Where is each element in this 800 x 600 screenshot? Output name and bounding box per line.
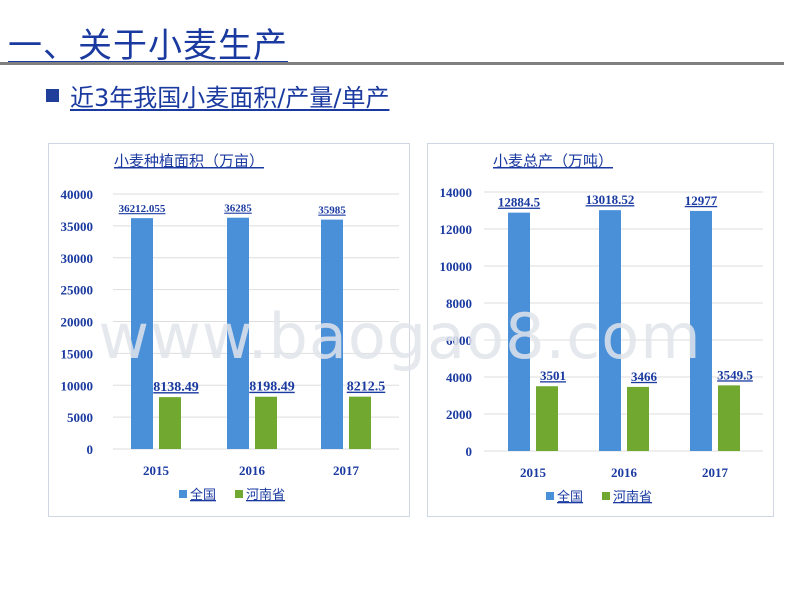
x-tick-label: 2017 [702,465,729,480]
y-tick-label: 8000 [446,296,472,311]
data-label: 3501 [540,368,566,383]
data-label: 36285 [224,203,252,215]
y-tick-label: 4000 [446,370,472,385]
x-tick-label: 2017 [333,463,360,478]
bar-henan [349,396,371,449]
bar-henan [255,396,277,449]
y-tick-label: 0 [466,444,473,459]
chart-title: 小麦总产（万吨） [493,152,613,170]
legend-swatch-national [179,490,187,498]
data-label: 35985 [318,205,346,217]
bar-national [690,210,712,451]
x-tick-label: 2016 [611,465,638,480]
area-chart-panel: 小麦种植面积（万亩） 0 5000 10000 15000 20000 25000 30000… [48,143,410,517]
bar-national [321,219,343,449]
bar-national [227,217,249,449]
bar-henan [159,397,181,449]
legend-label: 全国 [557,489,583,505]
y-tick-label: 14000 [440,185,473,200]
title-divider [0,62,784,65]
legend-swatch-henan [602,492,610,500]
y-tick-label: 10000 [440,259,473,274]
bar-henan [627,386,649,451]
bar-henan [536,386,558,451]
y-tick-label: 6000 [446,333,472,348]
data-label: 36212.055 [119,203,166,215]
slide-subtitle: 近3年我国小麦面积/产量/单产 [70,84,390,112]
bar-henan [718,385,740,451]
bar-national [508,212,530,451]
production-bar-chart: 小麦总产（万吨） 0 2000 4000 6000 8000 10000 12000 14000… [440,152,763,505]
production-chart-panel: 小麦总产（万吨） 0 2000 4000 6000 8000 10000 12000 14000… [427,143,774,517]
data-label: 13018.52 [586,192,635,207]
y-tick-label: 35000 [61,219,94,234]
data-label: 12884.5 [498,195,541,210]
y-tick-label: 20000 [61,315,94,330]
y-tick-label: 15000 [61,346,94,361]
y-tick-label: 30000 [61,251,94,266]
data-label: 8198.49 [249,380,295,395]
area-bar-chart: 小麦种植面积（万亩） 0 5000 10000 15000 20000 25000 30000… [61,152,399,503]
legend-label: 全国 [190,487,216,503]
y-tick-label: 40000 [61,187,94,202]
y-tick-label: 5000 [67,410,93,425]
bar-national [131,218,153,449]
data-label: 8138.49 [153,380,199,395]
x-tick-label: 2016 [239,463,266,478]
data-label: 8212.5 [347,380,386,395]
x-tick-label: 2015 [143,463,170,478]
chart-title: 小麦种植面积（万亩） [114,152,264,170]
square-bullet-icon [46,89,59,102]
data-label: 12977 [685,193,718,208]
legend-swatch-henan [235,490,243,498]
slide-title: 一、关于小麦生产 [8,26,288,66]
legend-label: 河南省 [613,489,652,505]
y-tick-label: 12000 [440,222,473,237]
y-tick-label: 0 [87,442,94,457]
y-tick-label: 25000 [61,283,94,298]
legend-label: 河南省 [246,487,285,503]
data-label: 3466 [631,369,658,384]
legend-swatch-national [546,492,554,500]
y-tick-label: 2000 [446,407,472,422]
data-label: 3549.5 [717,367,753,382]
y-tick-label: 10000 [61,378,94,393]
x-tick-label: 2015 [520,465,547,480]
bar-national [599,210,621,451]
